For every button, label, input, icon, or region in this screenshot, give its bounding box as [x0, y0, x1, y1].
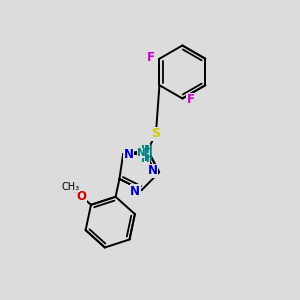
- Text: S: S: [152, 127, 160, 140]
- Text: O: O: [77, 190, 87, 203]
- Text: F: F: [187, 93, 195, 106]
- Text: H: H: [144, 153, 153, 163]
- Text: N: N: [130, 185, 140, 198]
- Text: N: N: [148, 164, 158, 177]
- Text: CH₃: CH₃: [62, 182, 80, 192]
- Text: F: F: [147, 51, 155, 64]
- Text: H: H: [141, 154, 150, 164]
- Text: H: H: [141, 145, 150, 155]
- Text: N: N: [123, 148, 134, 161]
- Text: N: N: [137, 148, 146, 158]
- Text: H: H: [144, 146, 153, 155]
